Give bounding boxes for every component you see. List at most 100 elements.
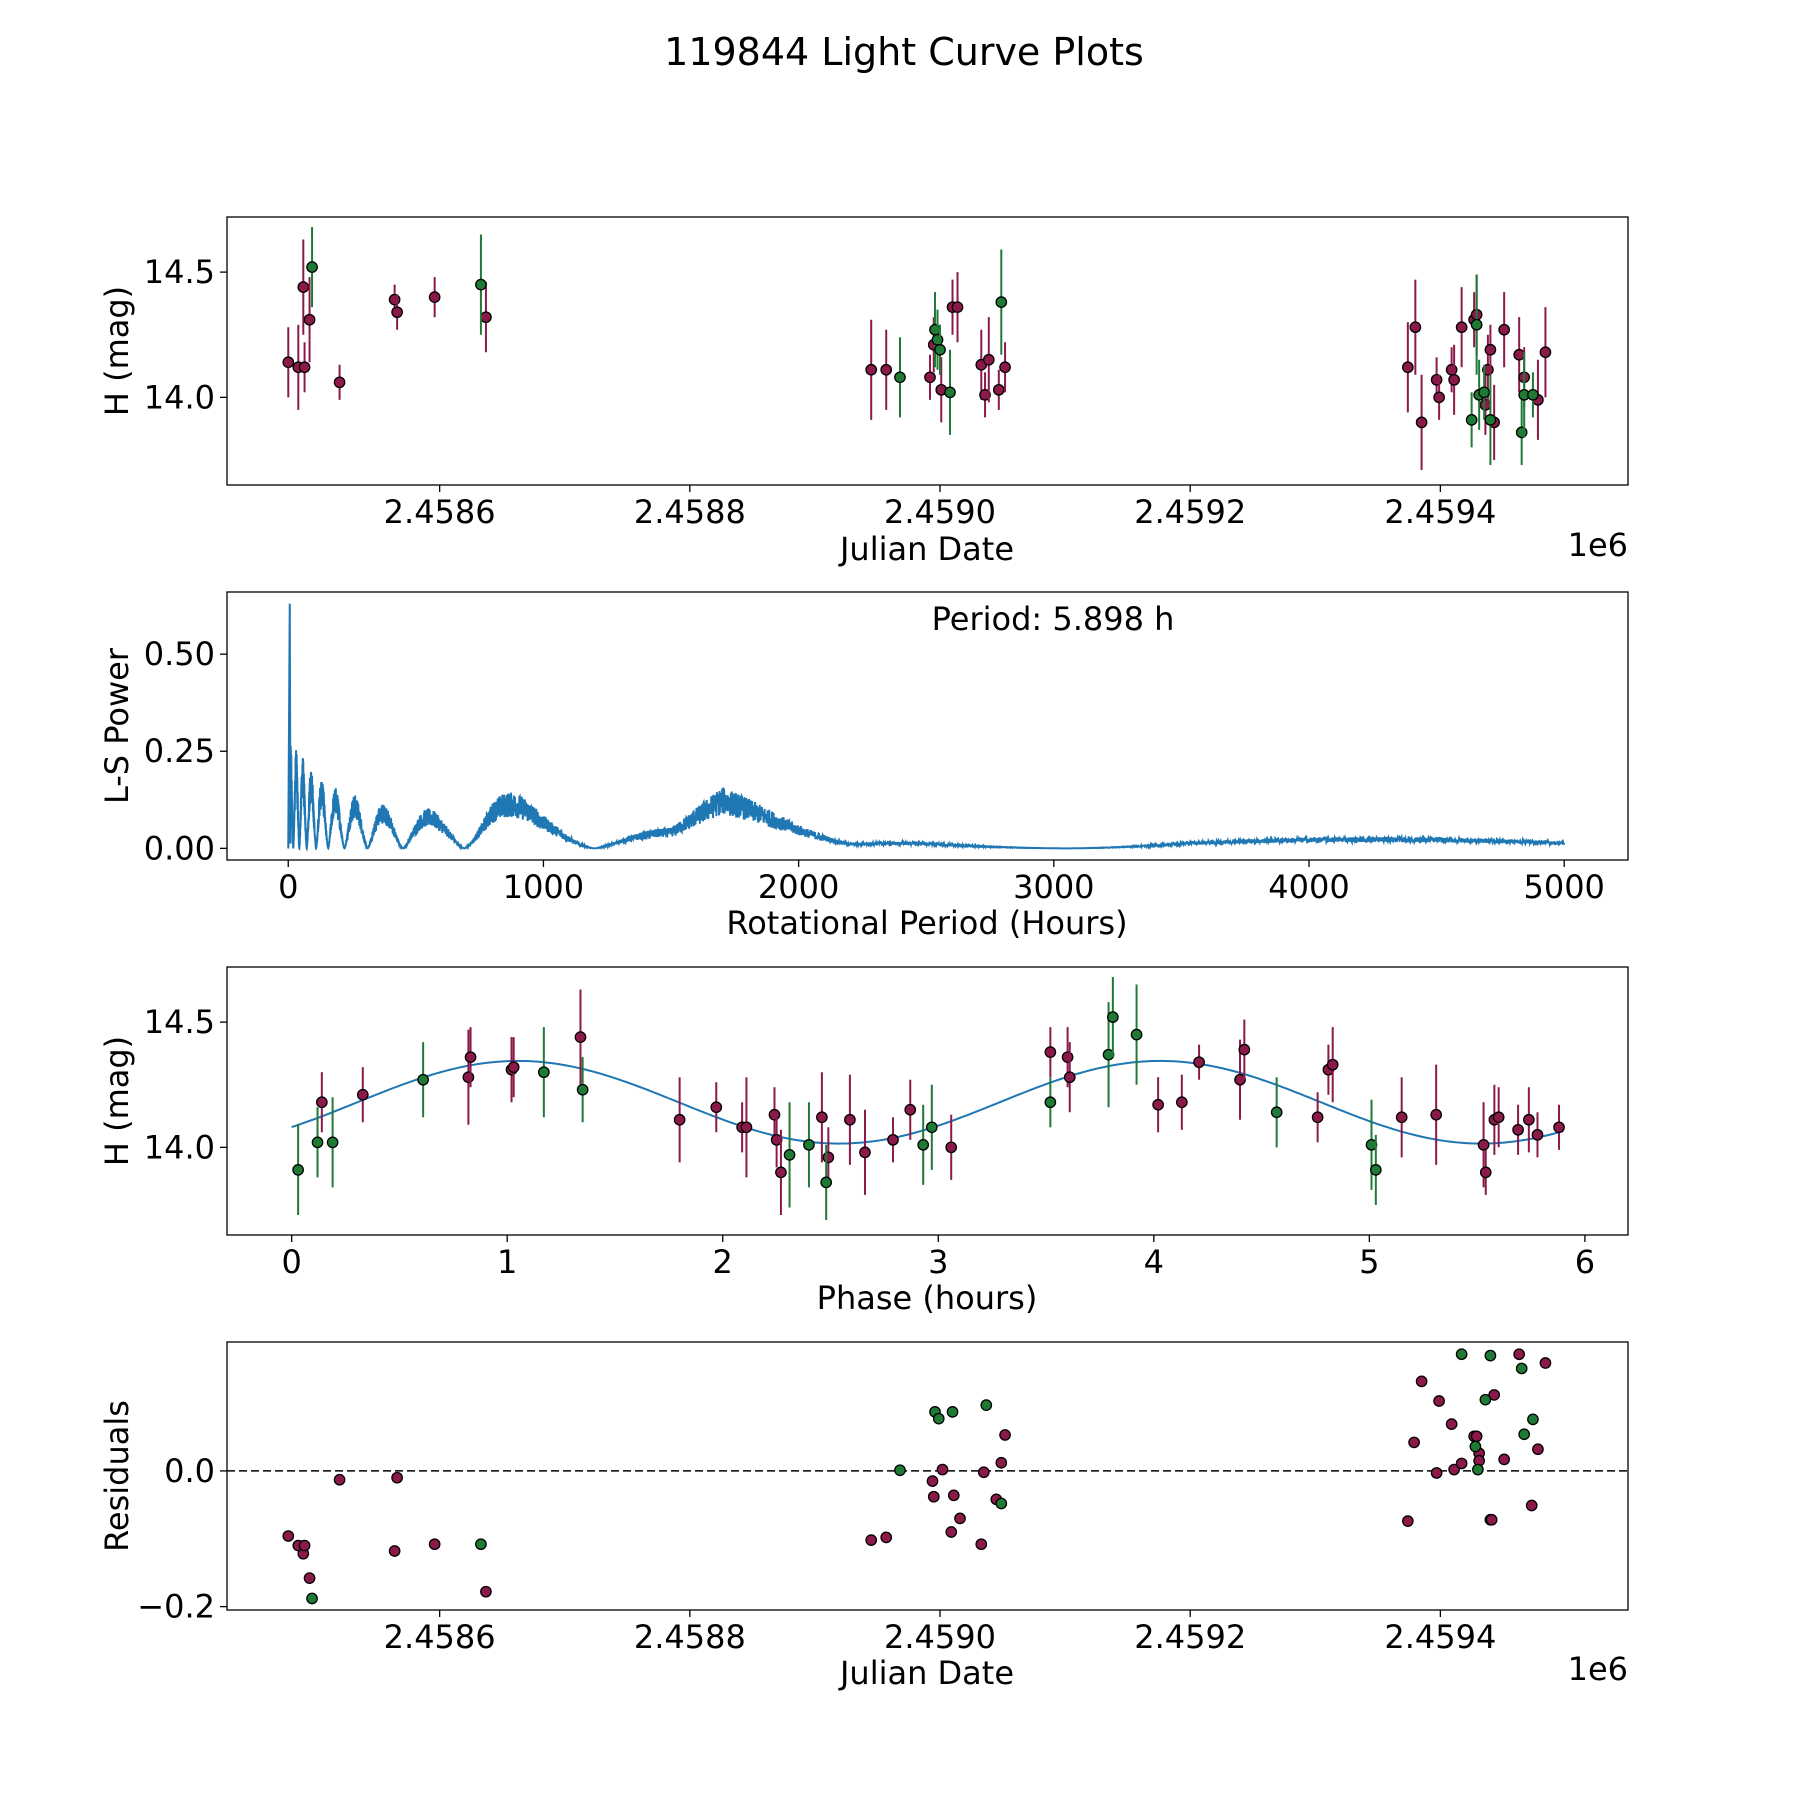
data-point-red: [298, 361, 311, 374]
x-tick-label: 1: [497, 1243, 517, 1281]
x-tick-label: 0: [281, 1243, 301, 1281]
x-tick-label: 2.4588: [634, 1618, 746, 1656]
data-point-green: [894, 1464, 906, 1477]
data-point-red: [1152, 1098, 1164, 1111]
x-tick-label: 5000: [1523, 868, 1604, 906]
data-point-red: [388, 293, 401, 306]
data-point-red: [1430, 1467, 1443, 1479]
data-point-red: [1498, 323, 1511, 336]
data-point-red: [1455, 321, 1468, 334]
data-point-red: [428, 291, 441, 303]
data-point-green: [1455, 1348, 1468, 1361]
data-point-red: [1448, 1463, 1460, 1476]
data-point-red: [936, 1463, 949, 1476]
y-tick-label: 14.0: [144, 378, 215, 416]
data-point-red: [315, 1096, 328, 1109]
data-point-green: [1044, 1096, 1057, 1109]
data-point-green: [311, 1136, 324, 1149]
data-point-red: [1513, 1348, 1526, 1361]
data-point-green: [1470, 318, 1483, 331]
data-point-green: [1527, 1413, 1539, 1426]
data-point-red: [951, 301, 964, 314]
data-point-green: [576, 1083, 589, 1096]
data-point-red: [428, 1538, 441, 1551]
data-point-red: [462, 1071, 475, 1084]
y-tick-label: 14.5: [144, 253, 215, 291]
data-point-red: [1175, 1096, 1188, 1109]
data-point-red: [865, 363, 878, 376]
data-point-red: [924, 371, 936, 384]
data-point-green: [475, 278, 487, 291]
residuals-frame: [226, 1341, 1629, 1611]
data-point-red: [1455, 1457, 1468, 1470]
data-point-green: [1465, 414, 1478, 426]
data-point-green: [995, 296, 1008, 309]
panel-lightcurve: 2.4586 2.4588 2.4590 2.4592 2.4594 14.0 14.5 J…: [98, 216, 1629, 568]
data-point-green: [929, 323, 941, 336]
data-point-red: [673, 1113, 686, 1126]
data-point-red: [1044, 1046, 1057, 1059]
residuals-ylabel: Residuals: [98, 1400, 136, 1552]
data-point-red: [297, 281, 310, 293]
phase-frame: [226, 966, 1629, 1236]
data-point-red: [999, 1429, 1011, 1441]
data-point-red: [1445, 1418, 1458, 1430]
data-point-green: [931, 333, 944, 346]
data-point-green: [932, 1412, 945, 1425]
data-point-red: [992, 383, 1005, 396]
data-point-green: [1484, 1349, 1497, 1362]
data-point-red: [1470, 1430, 1483, 1443]
data-point-red: [1479, 399, 1492, 411]
data-point-red: [844, 1113, 856, 1126]
data-point-red: [977, 1466, 990, 1479]
data-point-green: [1515, 1362, 1528, 1375]
data-point-green: [1130, 1028, 1143, 1041]
x-tick-label: 2.4594: [1384, 493, 1496, 531]
data-point-red: [1531, 1128, 1544, 1141]
data-point-red: [1433, 391, 1445, 404]
data-point-red: [480, 311, 492, 324]
lightcurve-marks: [282, 227, 1552, 470]
data-point-green: [1107, 1011, 1119, 1023]
x-tick-label: 2.4592: [1134, 1618, 1246, 1656]
data-point-red: [1512, 1123, 1524, 1136]
data-point-red: [947, 1489, 960, 1502]
x-tick-label: 2.4590: [884, 493, 996, 531]
data-point-red: [1479, 1166, 1492, 1179]
data-point-red: [303, 313, 316, 326]
data-point-red: [995, 1456, 1008, 1469]
data-point-red: [1430, 373, 1443, 386]
residuals-offset-label: 1e6: [1568, 1650, 1628, 1688]
panel-periodogram: 0 1000 2000 3000 4000 5000 0.00 0.25 0.50 Period…: [98, 591, 1629, 942]
periodogram-marks: [287, 603, 1566, 852]
data-point-green: [995, 1497, 1008, 1510]
data-point-red: [1415, 416, 1428, 429]
data-point-red: [1311, 1111, 1324, 1124]
data-point-red: [1553, 1121, 1565, 1134]
x-tick-label: 6: [1575, 1243, 1595, 1281]
y-tick-label: 14.5: [144, 1003, 215, 1041]
data-point-red: [975, 1538, 988, 1551]
data-point-green: [1484, 414, 1497, 426]
data-point-red: [388, 1545, 401, 1557]
y-tick-label: 14.0: [144, 1128, 215, 1166]
lightcurve-ylabel: H (mag): [98, 286, 136, 416]
phase-xlabel: Phase (hours): [817, 1279, 1038, 1317]
data-point-red: [298, 1539, 311, 1552]
data-point-red: [1445, 363, 1458, 376]
data-point-red: [1477, 1138, 1490, 1151]
data-point-red: [282, 356, 295, 369]
data-point-red: [710, 1101, 723, 1114]
panel-phase: 0 1 2 3 4 5 6 14.0 14.5 Phase (hours) H (mag): [98, 966, 1629, 1317]
data-point-red: [464, 1051, 477, 1064]
y-tick-label: −0.2: [137, 1588, 215, 1626]
data-point-green: [917, 1138, 930, 1151]
data-point-red: [1061, 1051, 1074, 1064]
data-point-red: [1488, 1389, 1501, 1401]
data-point-red: [816, 1111, 828, 1124]
residuals-ticks: 2.4586 2.4588 2.4590 2.4592 2.4594 −0.2 0.0: [137, 1452, 1496, 1656]
lightcurve-ticks: 2.4586 2.4588 2.4590 2.4592 2.4594 14.0 14.5: [144, 253, 1497, 531]
data-point-red: [574, 1031, 587, 1043]
data-point-red: [880, 363, 893, 376]
data-point-red: [356, 1088, 369, 1101]
